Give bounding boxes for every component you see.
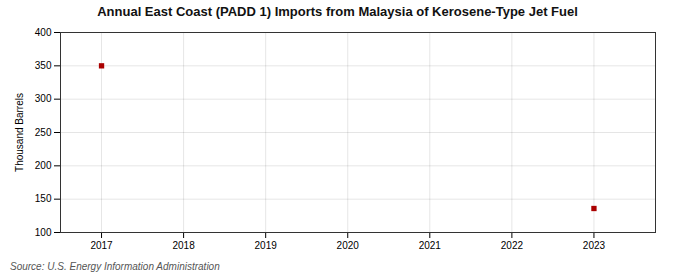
svg-text:300: 300 bbox=[35, 93, 52, 104]
svg-text:150: 150 bbox=[35, 193, 52, 204]
html-text:Source: U.S. Energy Informatio: Source: U.S. Energy Information Administ… bbox=[10, 261, 220, 272]
svg-text:2021: 2021 bbox=[419, 240, 442, 251]
svg-text:200: 200 bbox=[35, 160, 52, 171]
svg-text:400: 400 bbox=[35, 27, 52, 38]
svg-text:Thousand Barrels: Thousand Barrels bbox=[14, 93, 25, 172]
svg-text:2023: 2023 bbox=[583, 240, 606, 251]
html-text:Annual East Coast (PADD 1) Imp: Annual East Coast (PADD 1) Imports from … bbox=[97, 4, 578, 19]
svg-text:2017: 2017 bbox=[90, 240, 113, 251]
svg-text:2018: 2018 bbox=[172, 240, 195, 251]
svg-text:250: 250 bbox=[35, 127, 52, 138]
svg-text:2019: 2019 bbox=[255, 240, 278, 251]
svg-text:2022: 2022 bbox=[501, 240, 524, 251]
svg-text:350: 350 bbox=[35, 60, 52, 71]
svg-text:100: 100 bbox=[35, 227, 52, 238]
svg-text:2020: 2020 bbox=[337, 240, 360, 251]
